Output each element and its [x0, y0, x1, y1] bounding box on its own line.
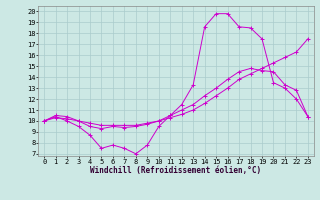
X-axis label: Windchill (Refroidissement éolien,°C): Windchill (Refroidissement éolien,°C) [91, 166, 261, 175]
